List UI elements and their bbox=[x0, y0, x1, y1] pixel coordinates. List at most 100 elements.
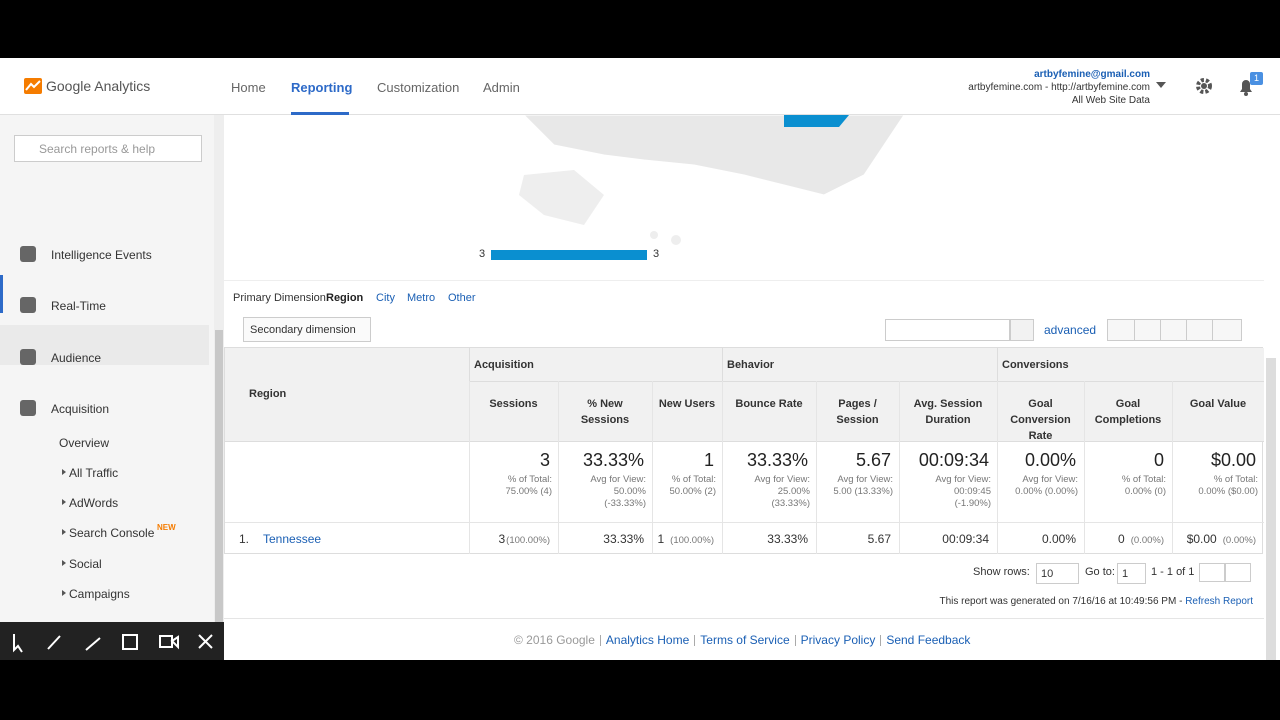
legend-max: 3 bbox=[653, 248, 660, 260]
row-region[interactable]: Tennessee bbox=[263, 532, 322, 546]
view-pivot[interactable] bbox=[1212, 319, 1242, 341]
total-sub: 0.00% (0) bbox=[1124, 486, 1166, 497]
view-table[interactable] bbox=[1107, 319, 1137, 341]
column-border bbox=[469, 381, 470, 554]
sidebar-thumb[interactable] bbox=[215, 330, 223, 660]
sidebar-subitem[interactable]: Campaigns bbox=[69, 587, 130, 601]
caret bbox=[62, 529, 66, 535]
cell-value: 0 bbox=[1118, 532, 1125, 546]
sidebar-subitem[interactable]: All Traffic bbox=[69, 466, 119, 480]
dimension-option[interactable]: Region bbox=[326, 292, 364, 304]
footer-link[interactable]: Privacy Policy bbox=[800, 633, 876, 647]
column-border bbox=[652, 381, 653, 554]
dimension-option[interactable]: Metro bbox=[407, 292, 436, 304]
generated-text: This report was generated on 7/16/16 at … bbox=[939, 596, 1183, 607]
footer-link[interactable]: Send Feedback bbox=[886, 633, 971, 647]
generated-note: This report was generated on 7/16/16 at … bbox=[939, 596, 1253, 607]
copyright: © 2016 Google bbox=[514, 633, 595, 647]
prev-page[interactable] bbox=[1199, 563, 1225, 582]
nav-item[interactable]: Customization bbox=[377, 80, 460, 95]
total-value: 0 bbox=[1153, 450, 1164, 470]
total-sub: % of Total: bbox=[507, 474, 552, 485]
total-value: $0.00 bbox=[1210, 450, 1256, 470]
sidebar-item[interactable]: Intelligence Events bbox=[51, 248, 152, 262]
footer-sep bbox=[880, 635, 882, 647]
column-border bbox=[558, 381, 559, 554]
column-border bbox=[722, 381, 723, 554]
annotation-toolbar bbox=[0, 622, 224, 660]
sidebar-item[interactable]: Audience bbox=[51, 351, 102, 365]
rows-select[interactable]: 10 bbox=[1036, 563, 1079, 584]
account[interactable]: artbyfemine@gmail.com artbyfemine.com - … bbox=[968, 68, 1150, 107]
column-header[interactable]: Sessions bbox=[489, 398, 538, 410]
column-header[interactable]: % New Sessions bbox=[580, 398, 630, 426]
total-sub: Avg for View: bbox=[935, 474, 991, 485]
sidebar-subitem[interactable]: Social bbox=[69, 557, 102, 571]
total-sub: (-1.90%) bbox=[954, 498, 991, 509]
header-line bbox=[225, 441, 1264, 442]
nav-item[interactable]: Home bbox=[231, 80, 266, 95]
group-header: Behavior bbox=[727, 359, 775, 371]
footer-link[interactable]: Terms of Service bbox=[700, 633, 790, 647]
goto-value: 1 bbox=[1122, 568, 1129, 580]
total-sub: Avg for View: bbox=[754, 474, 810, 485]
sidebar-subitem[interactable]: AdWords bbox=[69, 496, 119, 510]
column-header[interactable]: Pages / Session bbox=[836, 398, 879, 426]
next-page[interactable] bbox=[1225, 563, 1251, 582]
cell-value: 1 bbox=[657, 532, 665, 546]
main-scroll[interactable] bbox=[1266, 358, 1276, 660]
cell-value: 33.33% bbox=[767, 532, 808, 546]
total-value: 3 bbox=[539, 450, 550, 470]
goto-input[interactable]: 1 bbox=[1117, 563, 1146, 584]
show-rows-label: Show rows: bbox=[973, 566, 1030, 578]
refresh-link[interactable]: Refresh Report bbox=[1185, 596, 1253, 607]
table-search[interactable] bbox=[885, 319, 1010, 341]
sidebar-icon bbox=[20, 349, 36, 365]
footer-divider bbox=[224, 618, 1264, 619]
cell-value: 3 bbox=[498, 532, 506, 546]
total-sub: 50.00% bbox=[613, 486, 646, 497]
account-site: artbyfemine.com - http://artbyfemine.com bbox=[968, 82, 1150, 93]
total-sub: Avg for View: bbox=[1022, 474, 1078, 485]
sidebar-item[interactable]: Acquisition bbox=[51, 402, 110, 416]
app: Google Analytics Home Reporting Customizat… bbox=[0, 58, 1280, 660]
account-caret[interactable] bbox=[1156, 82, 1166, 88]
secondary-dimension[interactable]: Secondary dimension bbox=[243, 317, 371, 342]
cell-value: $0.00 bbox=[1186, 532, 1217, 546]
search-button[interactable] bbox=[1010, 319, 1034, 341]
sidebar-icon bbox=[20, 246, 36, 262]
row-index: 1. bbox=[239, 532, 250, 546]
column-header[interactable]: Goal Completions bbox=[1094, 398, 1162, 426]
region-header[interactable]: Region bbox=[249, 388, 287, 400]
settings-icon[interactable] bbox=[1195, 77, 1213, 95]
column-header[interactable]: Goal Conversion Rate bbox=[1010, 398, 1071, 442]
legend-min: 3 bbox=[479, 248, 486, 260]
column-header[interactable]: Bounce Rate bbox=[735, 398, 803, 410]
column-border bbox=[997, 381, 998, 554]
cell-pct: (100.00%) bbox=[670, 535, 714, 546]
total-value: 00:09:34 bbox=[918, 450, 989, 470]
sidebar-subitem[interactable]: Overview bbox=[59, 436, 110, 450]
advanced-link[interactable]: advanced bbox=[1044, 323, 1097, 337]
nav-item[interactable]: Admin bbox=[483, 80, 520, 95]
nav-underline bbox=[291, 112, 349, 115]
dimension-option[interactable]: City bbox=[376, 292, 395, 304]
dimension-option[interactable]: Other bbox=[448, 292, 476, 304]
footer-link[interactable]: Analytics Home bbox=[605, 633, 690, 647]
notifications-icon[interactable] bbox=[1237, 78, 1255, 96]
header: Google Analytics Home Reporting Customizat… bbox=[0, 58, 1280, 115]
column-header[interactable]: Goal Value bbox=[1189, 398, 1247, 410]
sidebar-subitem[interactable]: Search Console bbox=[69, 526, 155, 540]
data-table: Region Acquisition Behavior Conversions Sess… bbox=[224, 347, 1264, 554]
column-header[interactable]: New Users bbox=[658, 398, 716, 410]
toolbar-icons[interactable] bbox=[0, 622, 224, 660]
column-header[interactable]: Avg. Session Duration bbox=[913, 398, 983, 426]
footer: © 2016 Google Analytics Home Terms of Serv… bbox=[514, 633, 970, 647]
search-box[interactable]: Search reports & help bbox=[14, 135, 202, 162]
column-border bbox=[816, 381, 817, 554]
row-cell: 33.33% bbox=[603, 532, 644, 546]
row-cell: 3(100.00%) bbox=[498, 532, 550, 546]
sidebar-item[interactable]: Real-Time bbox=[51, 299, 106, 313]
nav-item[interactable]: Reporting bbox=[291, 80, 353, 95]
cell-pct: (0.00%) bbox=[1222, 535, 1256, 546]
